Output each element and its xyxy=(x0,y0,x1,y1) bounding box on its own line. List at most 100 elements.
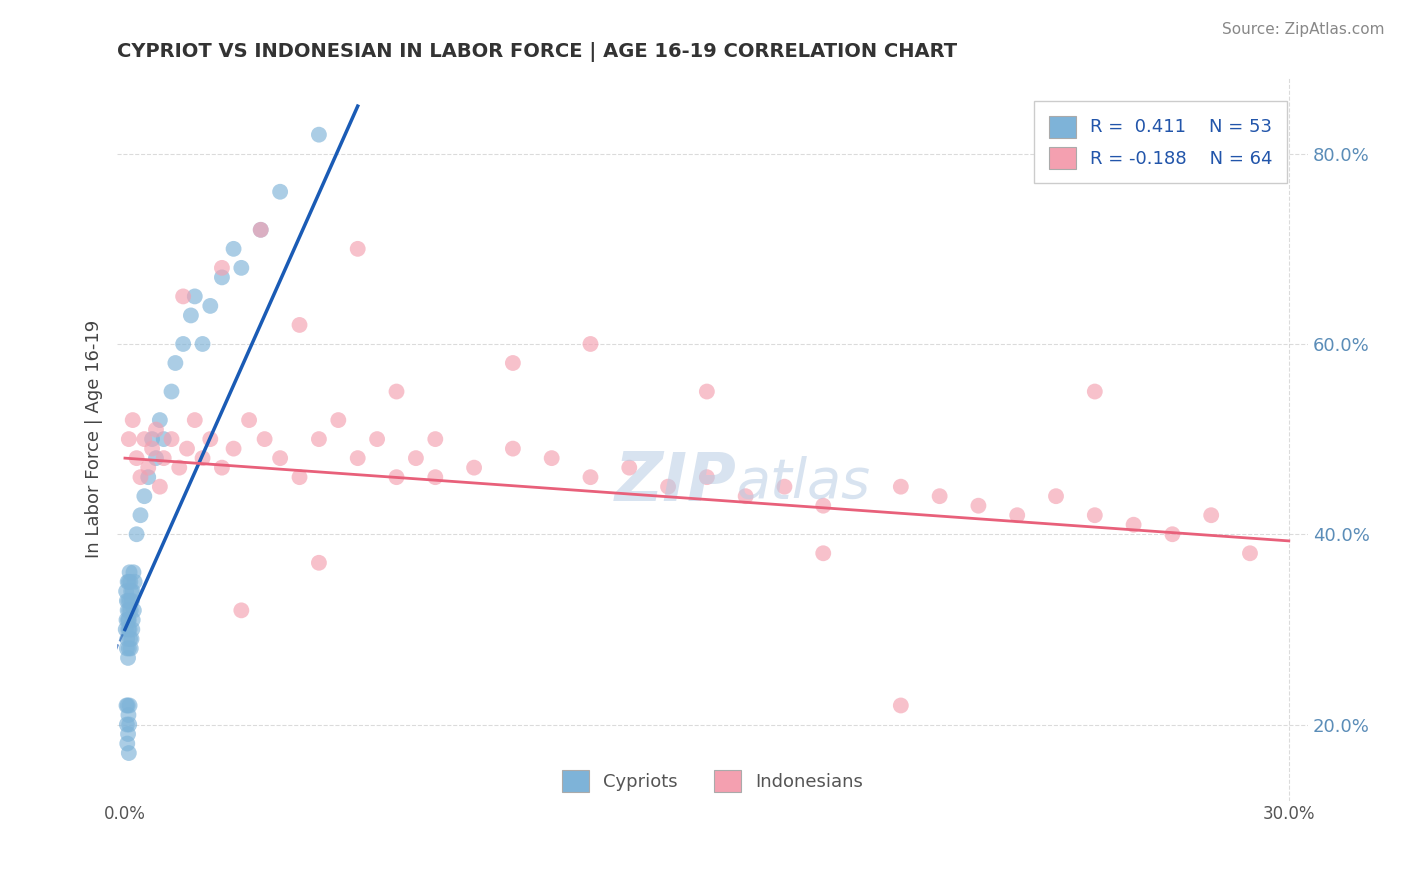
Point xyxy=(117,708,139,723)
Point xyxy=(117,737,139,751)
Point xyxy=(540,451,562,466)
Point xyxy=(141,432,163,446)
Point xyxy=(308,556,330,570)
Point xyxy=(118,613,141,627)
Point xyxy=(346,242,368,256)
Point xyxy=(1045,489,1067,503)
Point xyxy=(122,603,145,617)
Point xyxy=(249,223,271,237)
Point xyxy=(308,432,330,446)
Point xyxy=(180,309,202,323)
Point xyxy=(1199,508,1222,523)
Point xyxy=(115,698,138,713)
Point xyxy=(288,470,311,484)
Point xyxy=(222,442,245,456)
Point xyxy=(117,603,139,617)
Point xyxy=(253,432,276,446)
Point xyxy=(115,594,138,608)
Point xyxy=(238,413,260,427)
Point xyxy=(773,480,796,494)
Point xyxy=(425,432,447,446)
Point xyxy=(328,413,350,427)
Point xyxy=(114,623,136,637)
Point xyxy=(118,746,141,760)
Point xyxy=(813,499,835,513)
Point xyxy=(176,442,198,456)
Point xyxy=(696,384,718,399)
Point xyxy=(211,260,233,275)
Point xyxy=(124,574,146,589)
Text: atlas: atlas xyxy=(737,456,870,509)
Point xyxy=(191,451,214,466)
Point xyxy=(117,613,139,627)
Point xyxy=(120,574,142,589)
Point xyxy=(121,594,143,608)
Point xyxy=(129,470,152,484)
Point xyxy=(121,623,143,637)
Point xyxy=(165,356,187,370)
Point xyxy=(118,566,141,580)
Point xyxy=(184,289,207,303)
Point xyxy=(200,432,222,446)
Point xyxy=(136,470,159,484)
Point xyxy=(115,717,138,731)
Point xyxy=(115,584,138,599)
Point xyxy=(657,480,679,494)
Point xyxy=(117,594,139,608)
Point xyxy=(121,584,143,599)
Point xyxy=(288,318,311,332)
Point xyxy=(1084,384,1107,399)
Point xyxy=(211,460,233,475)
Point xyxy=(141,442,163,456)
Point xyxy=(425,470,447,484)
Point xyxy=(734,489,756,503)
Point xyxy=(121,413,143,427)
Point xyxy=(1084,508,1107,523)
Point xyxy=(160,432,183,446)
Point xyxy=(145,451,167,466)
Point xyxy=(191,337,214,351)
Point xyxy=(172,337,194,351)
Point xyxy=(117,651,139,665)
Point xyxy=(308,128,330,142)
Point xyxy=(231,603,253,617)
Point xyxy=(366,432,388,446)
Point xyxy=(118,698,141,713)
Point xyxy=(249,223,271,237)
Point xyxy=(121,632,143,646)
Point xyxy=(129,508,152,523)
Point xyxy=(184,413,207,427)
Point xyxy=(200,299,222,313)
Legend: Cypriots, Indonesians: Cypriots, Indonesians xyxy=(547,756,877,806)
Point xyxy=(579,337,602,351)
Point xyxy=(125,527,148,541)
Point xyxy=(136,460,159,475)
Point xyxy=(117,574,139,589)
Point xyxy=(118,594,141,608)
Point xyxy=(120,603,142,617)
Point xyxy=(1122,517,1144,532)
Point xyxy=(928,489,950,503)
Point xyxy=(117,727,139,741)
Point xyxy=(117,698,139,713)
Point xyxy=(120,641,142,656)
Point xyxy=(149,413,172,427)
Point xyxy=(405,451,427,466)
Point xyxy=(121,613,143,627)
Text: Source: ZipAtlas.com: Source: ZipAtlas.com xyxy=(1222,22,1385,37)
Point xyxy=(167,460,190,475)
Point xyxy=(118,432,141,446)
Point xyxy=(145,423,167,437)
Point xyxy=(134,432,156,446)
Point xyxy=(152,451,174,466)
Point xyxy=(890,698,912,713)
Point xyxy=(125,451,148,466)
Point xyxy=(115,613,138,627)
Point xyxy=(222,242,245,256)
Point xyxy=(118,623,141,637)
Point xyxy=(149,480,172,494)
Point xyxy=(152,432,174,446)
Point xyxy=(160,384,183,399)
Point xyxy=(813,546,835,560)
Point xyxy=(967,499,990,513)
